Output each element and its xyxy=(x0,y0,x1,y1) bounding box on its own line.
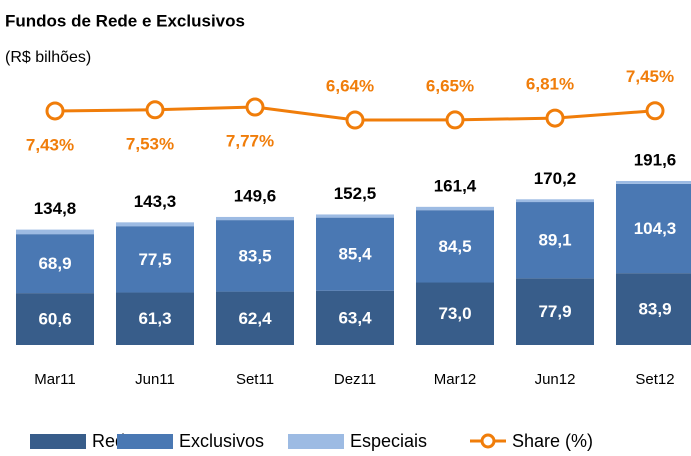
x-tick-label: Set12 xyxy=(635,371,674,388)
bar-segment xyxy=(316,290,394,345)
bar-segment xyxy=(216,216,294,221)
data-label: 85,4 xyxy=(338,245,372,264)
legend-swatch xyxy=(30,434,86,449)
x-tick-label: Dez11 xyxy=(334,371,376,388)
bar-segment xyxy=(616,180,691,184)
data-label: 77,9 xyxy=(538,302,571,321)
legend-marker xyxy=(480,433,496,449)
data-label: 84,5 xyxy=(438,237,471,256)
share-label: 7,45% xyxy=(626,67,674,86)
share-marker xyxy=(645,101,665,121)
share-label: 6,65% xyxy=(426,76,474,95)
data-label: 89,1 xyxy=(538,231,571,250)
data-label: 77,5 xyxy=(138,250,171,269)
data-label: 83,5 xyxy=(238,246,271,265)
share-label: 6,64% xyxy=(326,77,374,96)
legend-label: Especiais xyxy=(350,431,427,451)
share-label: 7,77% xyxy=(226,132,274,151)
share-marker xyxy=(145,100,165,120)
x-tick-label: Jun12 xyxy=(535,371,576,388)
share-marker xyxy=(345,110,365,130)
bar-segment xyxy=(116,222,194,227)
legend-label: Exclusivos xyxy=(179,431,264,451)
share-marker xyxy=(245,97,265,117)
chart-subtitle: (R$ bilhões) xyxy=(5,49,91,66)
total-label: 134,8 xyxy=(34,199,77,218)
bar-segment xyxy=(316,214,394,218)
bar-segment xyxy=(216,291,294,345)
bar-segment xyxy=(416,206,494,211)
data-label: 62,4 xyxy=(238,309,272,328)
bar-segment xyxy=(316,217,394,291)
share-marker xyxy=(45,101,65,121)
bar-segment xyxy=(516,278,594,345)
total-label: 149,6 xyxy=(234,186,277,205)
bar-segment xyxy=(616,273,691,345)
legend-swatch xyxy=(288,434,344,449)
data-label: 61,3 xyxy=(138,309,171,328)
bar-segment xyxy=(516,202,594,279)
total-label: 170,2 xyxy=(534,169,577,188)
data-label: 63,4 xyxy=(338,308,372,327)
legend-label: Share (%) xyxy=(512,431,593,451)
share-label: 7,53% xyxy=(126,134,174,153)
bar-segment xyxy=(116,226,194,293)
data-label: 68,9 xyxy=(38,254,71,273)
share-label: 7,43% xyxy=(26,135,74,154)
share-marker xyxy=(445,110,465,130)
bar-segment xyxy=(116,292,194,345)
bar-segment xyxy=(416,210,494,283)
bar-segment xyxy=(16,229,94,235)
data-label: 73,0 xyxy=(438,304,471,323)
legend-swatch xyxy=(117,434,173,449)
data-label: 60,6 xyxy=(38,310,71,329)
total-label: 152,5 xyxy=(334,184,377,203)
total-label: 161,4 xyxy=(434,176,477,195)
bar-segment xyxy=(616,183,691,274)
chart-title: Fundos de Rede e Exclusivos xyxy=(5,11,245,30)
bar-segment xyxy=(416,282,494,345)
share-label: 6,81% xyxy=(526,75,574,94)
total-label: 143,3 xyxy=(134,192,177,211)
share-marker xyxy=(545,108,565,128)
x-tick-label: Mar11 xyxy=(34,371,75,388)
x-tick-label: Jun11 xyxy=(135,371,175,388)
bar-segment xyxy=(216,220,294,292)
bar-segment xyxy=(16,293,94,345)
total-label: 191,6 xyxy=(634,150,677,169)
x-tick-label: Set11 xyxy=(236,371,274,388)
bar-segment xyxy=(16,234,94,294)
data-label: 104,3 xyxy=(634,219,677,238)
bar-segment xyxy=(516,199,594,203)
data-label: 83,9 xyxy=(638,300,671,319)
x-tick-label: Mar12 xyxy=(434,371,477,388)
